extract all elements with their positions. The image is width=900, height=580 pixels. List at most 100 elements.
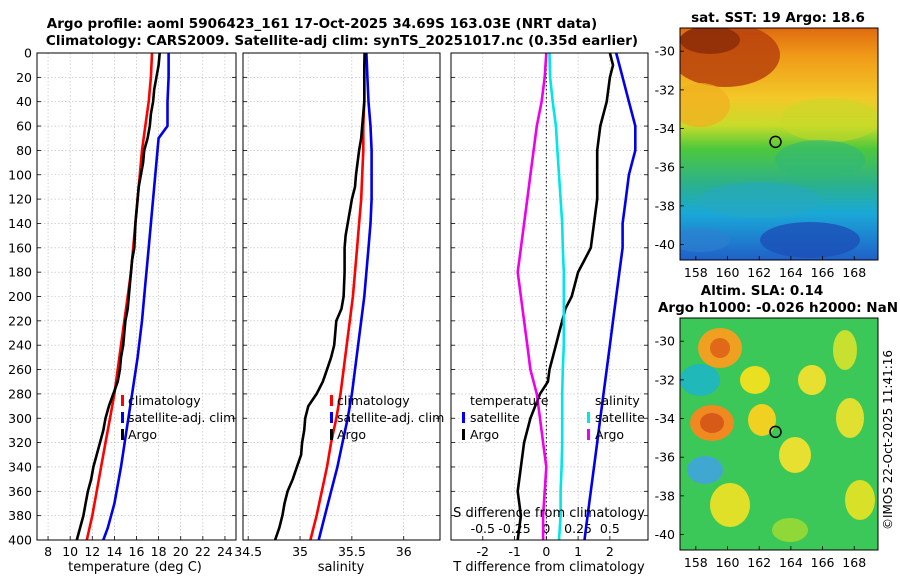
title-line-2: Climatology: CARS2009. Satellite-adj cli… (46, 33, 638, 49)
legend-swatch (121, 429, 124, 440)
legend-swatch (330, 412, 333, 423)
s-tick-label: -0.5 (471, 521, 495, 536)
legend-swatch (121, 412, 124, 423)
map-x-tick-label: 166 (811, 265, 835, 280)
s-tick-label: -0.25 (498, 521, 530, 536)
map-y-tick-label: -32 (655, 82, 675, 97)
legend-label: satellite-adj. clim (337, 410, 444, 425)
series-line (309, 53, 366, 541)
y-tick-label: 140 (8, 216, 32, 231)
sst-map-axes: 158 160 162 164 166 168 -30 -32 -34 -36 -38 -40 (655, 44, 867, 280)
map-x-tick-label: 162 (747, 555, 771, 570)
legend-swatch (462, 429, 465, 440)
y-tick-label: 260 (8, 362, 32, 377)
map-y-tick-label: -30 (655, 334, 675, 349)
x-tick-label: -2 (477, 544, 489, 559)
sla-map-axes: 158 160 162 164 166 168 -30 -32 -34 -36 -38 -40 (655, 334, 867, 570)
map-y-tick-label: -34 (655, 121, 675, 136)
x-tick-label: 10 (62, 544, 78, 559)
difference-panel: -2 -1 0 1 2-0.5 -0.25 0 0.25 0.5temperaturesatel… (450, 52, 649, 559)
s-tick-label: 0.5 (600, 521, 620, 536)
legend-label: climatology (128, 393, 201, 408)
map-y-tick-label: -32 (655, 372, 675, 387)
map-y-tick-label: -30 (655, 44, 675, 59)
series-line (548, 52, 566, 541)
legend-label: satellite (470, 410, 520, 425)
axes-frame (450, 52, 649, 541)
temperature-panel: 0 20 40 60 80 100 120 140 160 180 200 220 240 260 280 3… (8, 46, 237, 559)
sst-map-title: sat. SST: 19 Argo: 18.6 (691, 10, 865, 26)
map-x-tick-label: 164 (779, 265, 803, 280)
y-tick-label: 100 (8, 167, 32, 182)
y-tick-label: 160 (8, 240, 32, 255)
y-tick-label: 120 (8, 192, 32, 207)
map-x-tick-label: 160 (716, 265, 740, 280)
y-tick-label: 340 (8, 459, 32, 474)
y-tick-label: 220 (8, 313, 32, 328)
series-line (516, 52, 548, 540)
imos-stamp: ©IMOS 22-Oct-2025 11:41:16 (881, 350, 895, 530)
sst-map-image (680, 28, 878, 260)
map-y-tick-label: -34 (655, 411, 675, 426)
axes-frame (242, 52, 441, 541)
legend-label: satellite (595, 410, 645, 425)
map-y-tick-label: -38 (655, 198, 675, 213)
x-tick-label: 22 (195, 544, 211, 559)
legend-label: satellite-adj. clim (128, 410, 235, 425)
map-x-tick-label: 160 (716, 555, 740, 570)
map-y-tick-label: -36 (655, 450, 675, 465)
legend-swatch (330, 429, 333, 440)
x-tick-label: 14 (106, 544, 122, 559)
x-tick-label: 24 (217, 544, 233, 559)
x-tick-label: 0 (542, 544, 550, 559)
x-tick-label: 1 (574, 544, 582, 559)
sla-map-title-2: Argo h1000: -0.026 h2000: NaN (658, 300, 898, 316)
legend-label: Argo (128, 427, 157, 442)
y-tick-label: 60 (16, 119, 32, 134)
y-tick-label: 380 (8, 508, 32, 523)
legend-title-temperature: temperature (470, 393, 549, 408)
y-tick-label: 40 (16, 94, 32, 109)
map-y-tick-label: -40 (655, 237, 675, 252)
map-x-tick-label: 166 (811, 555, 835, 570)
x-tick-label: 35 (292, 544, 308, 559)
y-tick-label: 0 (24, 46, 32, 61)
legend-label: climatology (337, 393, 410, 408)
y-tick-label: 80 (16, 143, 32, 158)
x-tick-label: 8 (44, 544, 52, 559)
axes-frame (36, 52, 237, 541)
difference-xlabel-top: S difference from climatology (453, 506, 645, 521)
x-tick-label: -1 (508, 544, 520, 559)
map-y-tick-label: -38 (655, 488, 675, 503)
y-tick-label: 400 (8, 533, 32, 548)
temperature-xlabel: temperature (deg C) (68, 560, 202, 575)
y-tick-label: 200 (8, 289, 32, 304)
x-tick-label: 16 (129, 544, 145, 559)
map-y-tick-label: -40 (655, 527, 675, 542)
y-tick-label: 280 (8, 386, 32, 401)
map-x-tick-label: 168 (842, 555, 866, 570)
map-x-tick-label: 168 (842, 265, 866, 280)
legend-title-salinity: salinity (595, 393, 640, 408)
legend-swatch (121, 395, 124, 406)
x-tick-label: 20 (173, 544, 189, 559)
y-tick-label: 20 (16, 70, 32, 85)
difference-xlabel: T difference from climatology (452, 560, 645, 575)
sla-map-title-1: Altim. SLA: 0.14 (701, 283, 823, 299)
map-x-tick-label: 162 (747, 265, 771, 280)
y-tick-label: 300 (8, 411, 32, 426)
series-line (516, 52, 615, 541)
legend-swatch (330, 395, 333, 406)
s-tick-label: 0 (542, 521, 550, 536)
salinity-panel: 34.5 35 35.5 36 climatology satellite-adj. cl… (234, 52, 444, 559)
title-line-1: Argo profile: aoml 5906423_161 17-Oct-20… (47, 16, 597, 32)
legend-swatch (587, 429, 590, 440)
y-tick-label: 180 (8, 265, 32, 280)
map-x-tick-label: 158 (684, 555, 708, 570)
sla-map-image (680, 318, 878, 550)
y-tick-label: 360 (8, 484, 32, 499)
x-tick-label: 2 (606, 544, 614, 559)
legend-swatch (587, 412, 590, 423)
x-tick-label: 18 (151, 544, 167, 559)
